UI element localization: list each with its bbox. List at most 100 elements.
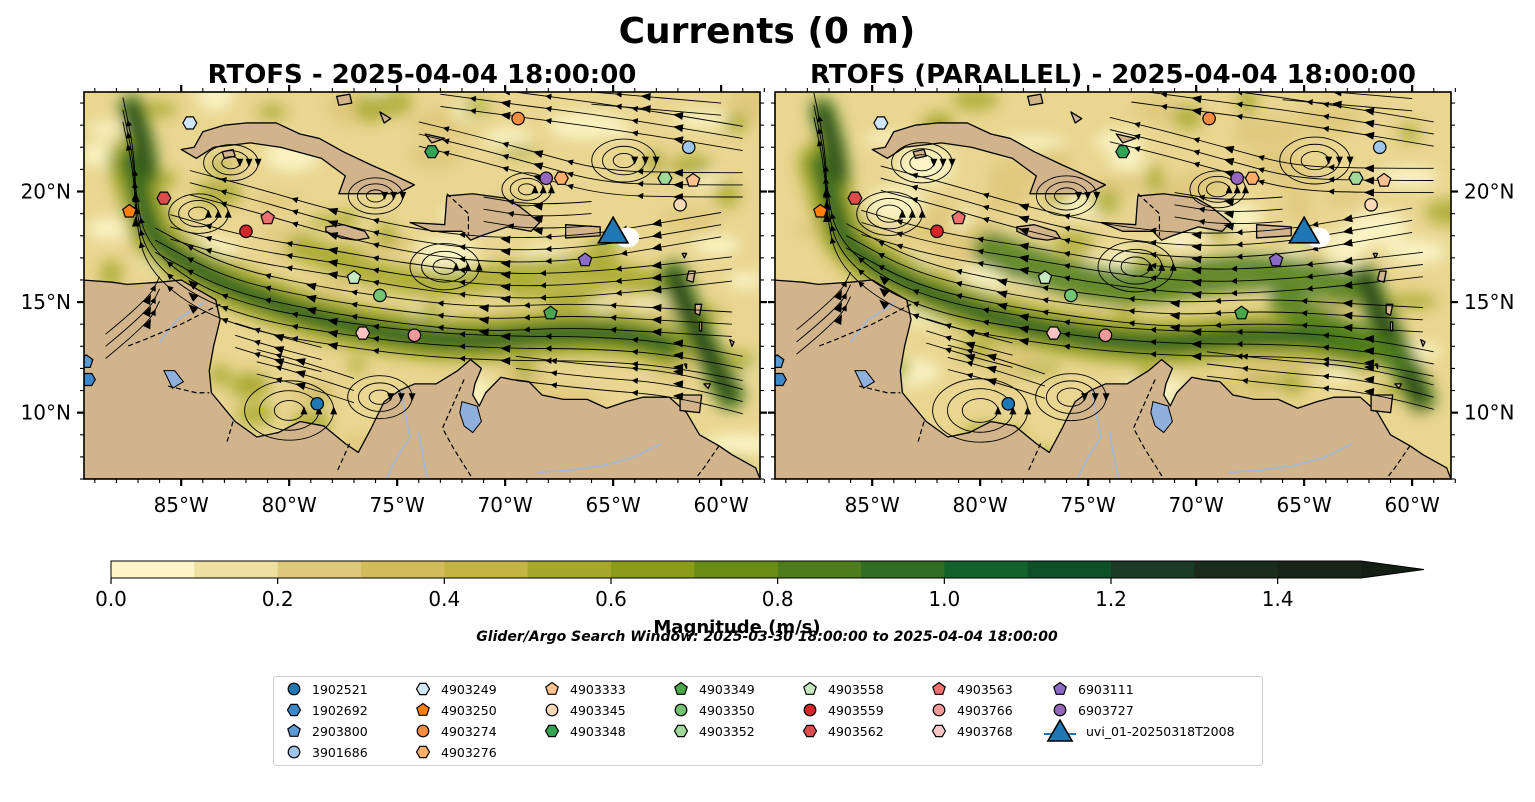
float-marker-4903562: [156, 191, 172, 205]
float-marker-4903345: [1364, 197, 1378, 212]
legend-symbol: [1053, 681, 1067, 695]
colorbar-segment: [861, 561, 945, 578]
legend-label: 2903800: [312, 723, 368, 739]
lon-tick-label: 80°W: [953, 493, 1008, 517]
float-marker-6903111: [1268, 252, 1284, 267]
legend-symbol: [287, 723, 301, 737]
legend-label: 1902521: [312, 681, 368, 697]
float-marker-4903559: [930, 224, 944, 239]
legend-symbol: [932, 703, 946, 717]
float-marker-1902521: [310, 397, 325, 411]
legend-label: 4903276: [441, 744, 497, 760]
legend-symbol: [415, 682, 431, 696]
legend-item: 4903249: [415, 680, 497, 698]
float-marker-4903768: [1046, 326, 1062, 340]
circle-marker-icon: [416, 724, 430, 738]
panel-title-rtofs: RTOFS - 2025-04-04 18:00:00: [208, 60, 637, 90]
legend-symbol: [803, 703, 817, 717]
circle-marker-icon: [545, 703, 559, 717]
streamlines: [796, 92, 1434, 443]
legend-label: 4903349: [699, 681, 755, 697]
pentagon-marker-icon: [803, 681, 817, 695]
legend-item: 4903768: [931, 722, 1013, 740]
float-marker-1902521: [1001, 397, 1016, 411]
colorbar: 0.0 0.2 0.4 0.6 0.8 1.0 1.2 1.4: [95, 560, 1425, 611]
legend-symbol: [674, 681, 688, 695]
colorbar-segment: [194, 561, 279, 578]
float-marker-4903348: [424, 145, 440, 159]
legend-label: 4903562: [828, 723, 884, 739]
colorbar-segment: [111, 561, 195, 578]
colorbar-segment: [361, 561, 445, 578]
legend-label: 1902692: [312, 702, 368, 718]
circle-marker-icon: [287, 682, 301, 696]
triangle-marker-icon: [1044, 718, 1076, 742]
colorbar-tick-label: 1.0: [928, 587, 960, 611]
float-marker-2903800: [84, 354, 94, 368]
lat-tick-label: 20°N: [21, 180, 71, 204]
float-marker-4903563: [260, 210, 275, 225]
circle-marker-icon: [932, 703, 946, 717]
map-frame: [83, 91, 761, 480]
float-marker-4903766: [1098, 328, 1113, 343]
legend-symbol: [287, 745, 301, 759]
colorbar-tick-label: 1.2: [1095, 587, 1127, 611]
legend-item: 1902692: [286, 701, 368, 719]
float-marker-2903800: [775, 354, 785, 368]
hexagon-marker-icon: [286, 703, 302, 717]
float-marker-4903274: [511, 111, 525, 126]
circle-marker-icon: [1053, 703, 1067, 717]
map-axes: 85°W 80°W 75°W 70°W 65°W 60°W 20°N 15°N 10°N: [21, 85, 767, 517]
colorbar-segment: [611, 561, 695, 578]
legend-symbol: [673, 724, 689, 738]
colorbar-label: Magnitude (m/s): [653, 617, 820, 638]
legend-item: 6903111: [1052, 680, 1134, 698]
legend-item: 4903766: [931, 701, 1013, 719]
float-marker-4903349: [1234, 305, 1249, 320]
legend-label: 6903727: [1078, 702, 1134, 718]
float-marker-4903352: [657, 171, 673, 185]
hexagon-marker-icon: [415, 745, 431, 759]
legend-item: 1902521: [286, 680, 368, 698]
legend-item: 4903562: [802, 722, 884, 740]
map-frame: [774, 91, 1452, 480]
pentagon-marker-icon: [1053, 681, 1067, 695]
float-markers: [84, 111, 701, 411]
legend-item: 6903727: [1052, 701, 1134, 719]
pentagon-marker-icon: [545, 681, 559, 695]
colorbar-segment: [444, 561, 529, 578]
colorbar-segment: [694, 561, 779, 578]
lon-tick-label: 65°W: [1277, 493, 1332, 517]
float-markers: [775, 111, 1392, 411]
lat-tick-label: 10°N: [1464, 401, 1514, 425]
legend-item: 2903800: [286, 722, 368, 740]
float-marker-4903249: [873, 116, 889, 130]
float-marker-6903727: [539, 171, 553, 186]
float-marker-4903349: [543, 305, 558, 320]
map-panel-rtofs-parallel: 85°W 80°W 75°W 70°W 65°W 60°W 20°N 15°N 10°N: [768, 85, 1514, 517]
legend-label: 4903249: [441, 681, 497, 697]
colorbar-segment: [1194, 561, 1279, 578]
colorbar-extend-arrow: [1361, 561, 1424, 578]
circle-marker-icon: [803, 703, 817, 717]
legend-item: 4903276: [415, 743, 497, 761]
map-panel-rtofs: 85°W 80°W 75°W 70°W 65°W 60°W 20°N 15°N 10°N: [21, 85, 767, 517]
legend-label: 4903766: [957, 702, 1013, 718]
legend-item: 4903345: [544, 701, 626, 719]
lon-tick-label: 70°W: [1169, 493, 1224, 517]
float-marker-4903558: [1037, 270, 1053, 284]
legend-label: 4903559: [828, 702, 884, 718]
float-marker-4903333: [1376, 172, 1392, 187]
legend-symbol: [1046, 718, 1074, 742]
float-marker-4903350: [373, 288, 387, 303]
pentagon-marker-icon: [287, 723, 301, 737]
legend-symbol: [286, 703, 302, 717]
legend-label: 4903274: [441, 723, 497, 739]
legend-label: 4903563: [957, 681, 1013, 697]
legend-label: 4903350: [699, 702, 755, 718]
lat-tick-label: 20°N: [1464, 180, 1514, 204]
legend-item: uvi_01-20250318T2008: [1044, 718, 1235, 742]
colorbar-tick-label: 0.0: [95, 587, 127, 611]
legend-label: 4903768: [957, 723, 1013, 739]
